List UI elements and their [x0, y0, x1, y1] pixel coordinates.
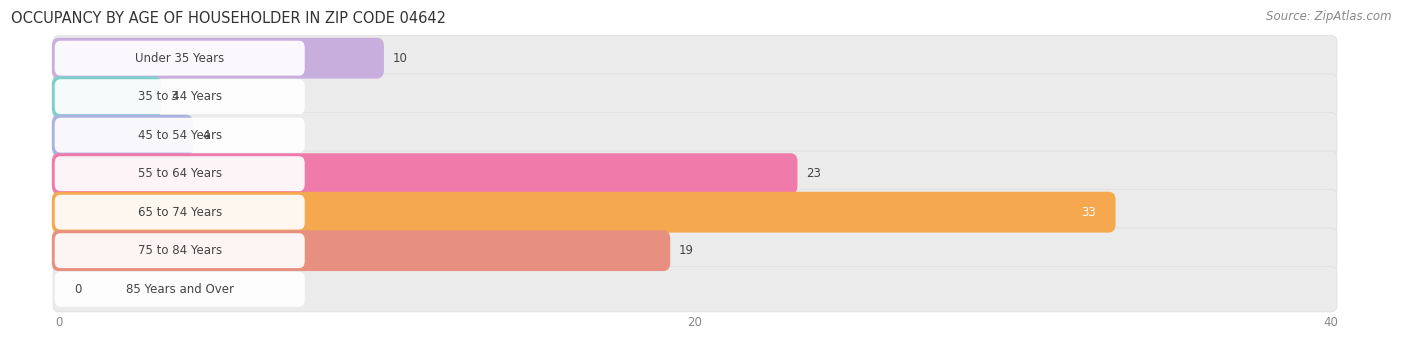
Text: 23: 23	[807, 167, 821, 180]
FancyBboxPatch shape	[55, 233, 305, 268]
FancyBboxPatch shape	[53, 74, 1337, 119]
FancyBboxPatch shape	[53, 189, 1337, 235]
Text: 55 to 64 Years: 55 to 64 Years	[138, 167, 222, 180]
FancyBboxPatch shape	[53, 113, 1337, 158]
Text: 65 to 74 Years: 65 to 74 Years	[138, 206, 222, 219]
Text: 45 to 54 Years: 45 to 54 Years	[138, 129, 222, 142]
FancyBboxPatch shape	[52, 192, 1115, 233]
Text: 85 Years and Over: 85 Years and Over	[125, 283, 233, 296]
FancyBboxPatch shape	[52, 115, 193, 156]
Text: 35 to 44 Years: 35 to 44 Years	[138, 90, 222, 103]
Text: Source: ZipAtlas.com: Source: ZipAtlas.com	[1267, 10, 1392, 23]
FancyBboxPatch shape	[52, 38, 384, 79]
FancyBboxPatch shape	[55, 156, 305, 191]
FancyBboxPatch shape	[53, 35, 1337, 81]
Text: OCCUPANCY BY AGE OF HOUSEHOLDER IN ZIP CODE 04642: OCCUPANCY BY AGE OF HOUSEHOLDER IN ZIP C…	[11, 11, 446, 26]
FancyBboxPatch shape	[55, 79, 305, 114]
Text: 75 to 84 Years: 75 to 84 Years	[138, 244, 222, 257]
FancyBboxPatch shape	[53, 228, 1337, 273]
FancyBboxPatch shape	[55, 41, 305, 75]
FancyBboxPatch shape	[52, 230, 671, 271]
Text: 33: 33	[1081, 206, 1095, 219]
FancyBboxPatch shape	[55, 272, 305, 307]
Text: Under 35 Years: Under 35 Years	[135, 52, 225, 65]
FancyBboxPatch shape	[55, 118, 305, 153]
Text: 19: 19	[679, 244, 695, 257]
Text: 10: 10	[392, 52, 408, 65]
FancyBboxPatch shape	[55, 195, 305, 230]
FancyBboxPatch shape	[52, 76, 162, 117]
Text: 4: 4	[202, 129, 209, 142]
FancyBboxPatch shape	[53, 151, 1337, 197]
Text: 3: 3	[170, 90, 177, 103]
Text: 0: 0	[75, 283, 82, 296]
FancyBboxPatch shape	[52, 153, 797, 194]
FancyBboxPatch shape	[53, 267, 1337, 312]
